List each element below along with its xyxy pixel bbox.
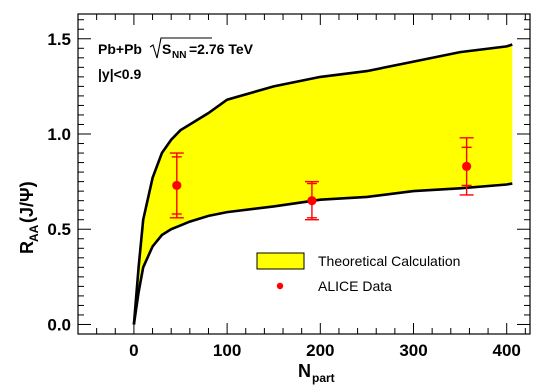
legend-data-marker [276,282,284,290]
y-axis-title-main: R [17,241,37,254]
x-tick-label: 400 [493,341,521,360]
annotation-energy-value: =2.76 TeV [189,41,254,57]
band-fill [133,44,513,325]
data-point-group [304,180,319,221]
data-point-group [169,152,184,219]
x-axis-title-sub: part [312,371,335,385]
x-tick-label: 100 [213,341,241,360]
x-axis-title: N part [298,361,335,385]
data-point [307,196,317,206]
data-point [462,161,472,171]
band-upper-edge [132,43,513,325]
x-tick-label: 300 [399,341,427,360]
y-axis-title-suffix: (J/Ψ) [17,181,37,223]
data-points [169,137,474,221]
data-point [172,180,182,191]
legend-band-swatch [256,252,305,270]
sqrt-sign [149,37,212,59]
x-axis-title-main: N [298,361,311,381]
annotation-energy-var: S [162,41,171,57]
legend-band-label: Theoretical Calculation [318,253,460,269]
plot-frame [77,13,531,335]
annotation-rapidity: |y|<0.9 [98,66,141,82]
y-axis-title-sub: AA [27,224,41,242]
y-tick-label: 1.0 [47,125,71,144]
y-tick-label: 0.5 [47,220,71,239]
y-tick-label: 1.5 [47,30,71,49]
data-point-group [459,137,474,196]
x-tick-label: 200 [306,341,334,360]
theory-band [132,43,513,325]
x-tick-label: 0 [129,341,138,360]
annotation-energy: S NN =2.76 TeV [149,37,254,61]
annotation-energy-sub: NN [172,50,186,61]
legend-data-label: ALICE Data [318,278,392,294]
band-lower-edge [132,182,513,325]
y-axis-title: R AA (J/Ψ) [17,181,41,254]
axis-ticks: 0 100 200 300 400 0.0 0.5 1.0 1.5 [47,14,530,360]
annotation-system: Pb+Pb [98,41,142,57]
legend: Theoretical Calculation ALICE Data [256,252,460,294]
y-tick-label: 0.0 [47,315,71,334]
